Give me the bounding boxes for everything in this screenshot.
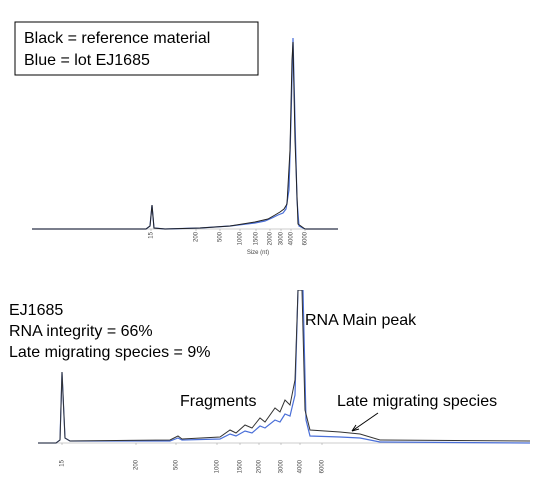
x-axis-label: Size (nt) <box>247 250 269 256</box>
x-tick-label: 1500 <box>238 459 244 473</box>
x-tick-label: 4000 <box>298 459 304 473</box>
x-tick-label: 6000 <box>320 459 326 473</box>
x-tick-label: 500 <box>218 231 224 242</box>
x-tick-label: 3000 <box>279 231 285 245</box>
info-text: EJ1685 <box>9 302 63 319</box>
x-tick-label: 3000 <box>279 459 285 473</box>
x-tick-label: 1000 <box>238 231 244 245</box>
x-tick-label: 6000 <box>303 231 309 245</box>
x-tick-label: 2000 <box>268 231 274 245</box>
info-text: RNA integrity = 66% <box>9 323 153 340</box>
arrow <box>351 412 379 432</box>
info-text: Late migrating species = 9% <box>9 344 210 361</box>
arrow-head <box>351 424 360 432</box>
x-tick-label: 4000 <box>289 231 295 245</box>
legend-text: Blue = lot EJ1685 <box>24 52 150 69</box>
trace-black <box>32 41 338 230</box>
x-tick-label: 1000 <box>215 459 221 473</box>
x-tick-label: 200 <box>134 459 140 470</box>
annotation: Fragments <box>180 393 256 410</box>
annotation: Late migrating species <box>337 393 497 410</box>
annotation: RNA Main peak <box>305 312 417 329</box>
x-tick-label: 500 <box>174 459 180 470</box>
x-tick-label: 1500 <box>254 231 260 245</box>
x-tick-label: 15 <box>60 459 66 466</box>
x-tick-label: 15 <box>149 231 155 238</box>
x-tick-label: 2000 <box>257 459 263 473</box>
legend-box <box>14 21 259 76</box>
x-tick-label: 200 <box>194 231 200 242</box>
legend-text: Black = reference material <box>24 30 210 47</box>
trace-black <box>38 290 531 444</box>
trace-blue <box>38 290 531 444</box>
